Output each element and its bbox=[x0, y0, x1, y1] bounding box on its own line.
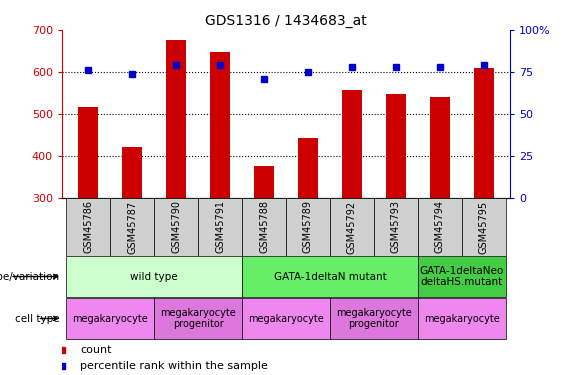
Bar bbox=[386, 94, 406, 198]
Text: GSM45795: GSM45795 bbox=[479, 200, 489, 254]
Bar bbox=[330, 298, 418, 339]
Bar bbox=[79, 108, 98, 198]
Text: GSM45791: GSM45791 bbox=[215, 200, 225, 254]
Bar bbox=[210, 52, 230, 198]
Bar bbox=[198, 198, 242, 255]
Text: cell type: cell type bbox=[15, 314, 60, 324]
Text: percentile rank within the sample: percentile rank within the sample bbox=[80, 361, 268, 370]
Text: genotype/variation: genotype/variation bbox=[0, 272, 60, 282]
Text: megakaryocyte
progenitor: megakaryocyte progenitor bbox=[160, 308, 236, 329]
Text: megakaryocyte: megakaryocyte bbox=[248, 314, 324, 324]
Text: GATA-1deltaN mutant: GATA-1deltaN mutant bbox=[273, 272, 386, 282]
Bar bbox=[418, 298, 506, 339]
Bar bbox=[254, 166, 274, 198]
Text: GSM45787: GSM45787 bbox=[127, 200, 137, 254]
Bar bbox=[286, 198, 330, 255]
Title: GDS1316 / 1434683_at: GDS1316 / 1434683_at bbox=[205, 13, 367, 28]
Text: GSM45788: GSM45788 bbox=[259, 200, 269, 254]
Bar bbox=[342, 90, 362, 198]
Text: megakaryocyte: megakaryocyte bbox=[72, 314, 148, 324]
Text: megakaryocyte: megakaryocyte bbox=[424, 314, 499, 324]
Text: count: count bbox=[80, 345, 111, 355]
Bar bbox=[474, 68, 494, 198]
Text: GATA-1deltaNeo
deltaHS.mutant: GATA-1deltaNeo deltaHS.mutant bbox=[420, 266, 504, 287]
Bar bbox=[418, 256, 506, 297]
Bar bbox=[430, 97, 450, 198]
Bar bbox=[330, 198, 374, 255]
Text: GSM45793: GSM45793 bbox=[391, 200, 401, 254]
Text: GSM45789: GSM45789 bbox=[303, 200, 313, 254]
Bar bbox=[242, 298, 330, 339]
Bar bbox=[462, 198, 506, 255]
Bar bbox=[67, 256, 242, 297]
Text: GSM45792: GSM45792 bbox=[347, 200, 357, 254]
Bar bbox=[154, 198, 198, 255]
Text: GSM45794: GSM45794 bbox=[434, 200, 445, 254]
Text: wild type: wild type bbox=[131, 272, 178, 282]
Bar bbox=[418, 198, 462, 255]
Text: GSM45786: GSM45786 bbox=[84, 200, 93, 254]
Bar bbox=[242, 256, 418, 297]
Bar bbox=[154, 298, 242, 339]
Bar bbox=[298, 138, 318, 198]
Text: GSM45790: GSM45790 bbox=[171, 200, 181, 254]
Text: megakaryocyte
progenitor: megakaryocyte progenitor bbox=[336, 308, 412, 329]
Bar bbox=[110, 198, 154, 255]
Bar bbox=[123, 147, 142, 198]
Bar bbox=[67, 298, 154, 339]
Bar bbox=[374, 198, 418, 255]
Bar bbox=[242, 198, 286, 255]
Bar bbox=[67, 198, 110, 255]
Bar bbox=[166, 40, 186, 198]
